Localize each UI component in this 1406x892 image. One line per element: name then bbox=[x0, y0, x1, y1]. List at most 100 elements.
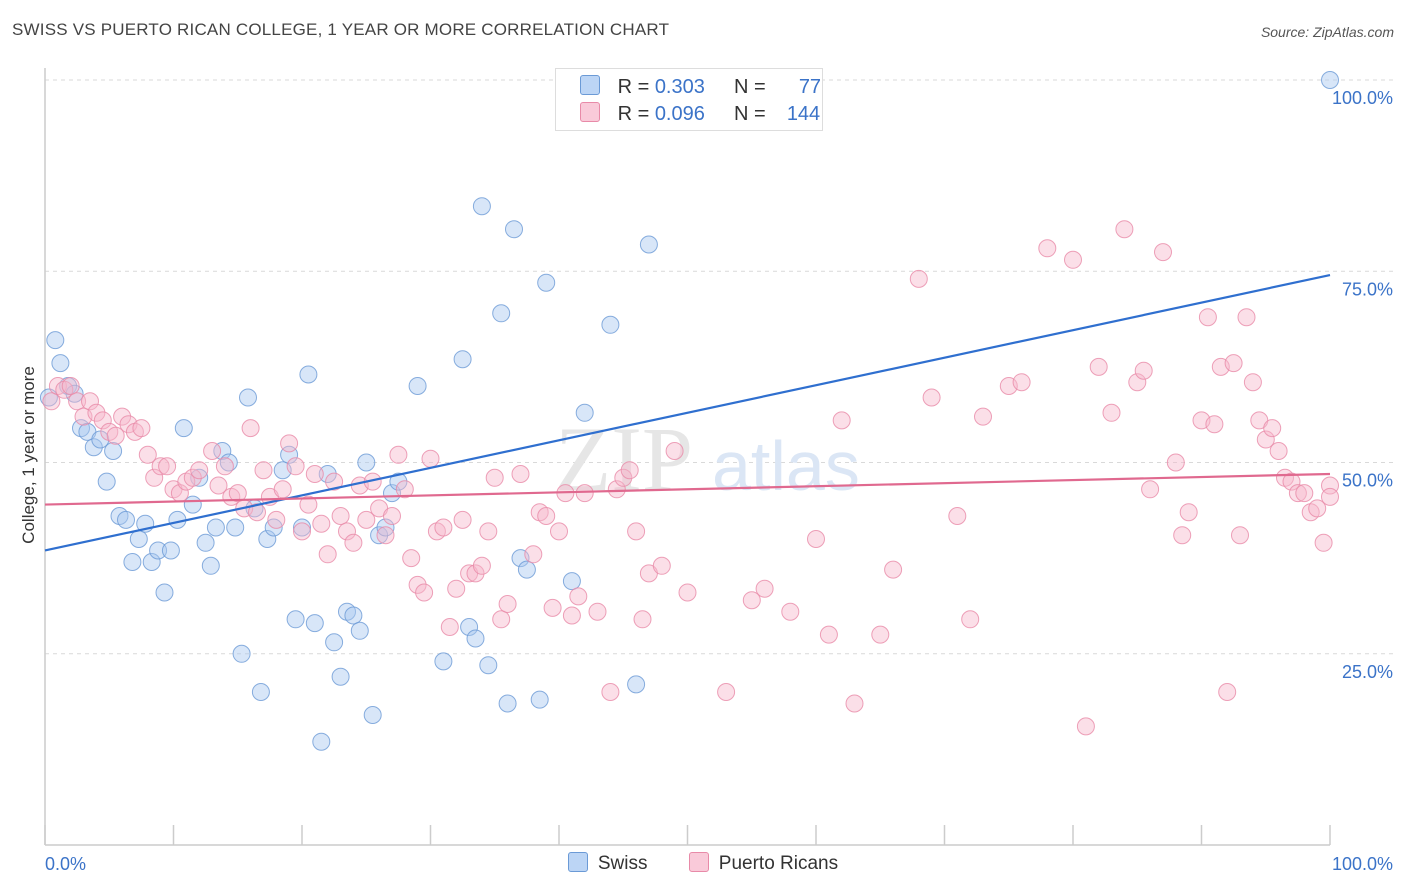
puerto-ricans-r-value: 0.096 bbox=[654, 103, 705, 125]
data-point bbox=[909, 269, 928, 288]
swiss-r-value: 0.303 bbox=[654, 76, 705, 98]
data-point bbox=[51, 354, 70, 373]
data-point bbox=[1243, 373, 1262, 392]
data-point bbox=[871, 625, 890, 644]
chart-source: Source: ZipAtlas.com bbox=[1260, 24, 1394, 40]
data-point bbox=[601, 315, 620, 334]
data-point bbox=[1237, 308, 1256, 327]
puerto-ricans-legend-label: Puerto Ricans bbox=[718, 853, 839, 874]
data-point bbox=[517, 560, 536, 579]
legend-item-swiss[interactable]: Swiss bbox=[567, 852, 648, 875]
data-point bbox=[267, 510, 286, 529]
data-point bbox=[1218, 683, 1237, 701]
data-point bbox=[569, 587, 588, 606]
data-point bbox=[974, 407, 992, 426]
correlation-legend: R = 0.303 N = 77 R = 0.096 N = 144 bbox=[555, 68, 823, 131]
x-tick-label: 100.0% bbox=[1332, 854, 1393, 874]
legend-item-puerto-ricans[interactable]: Puerto Ricans bbox=[688, 852, 839, 875]
data-point bbox=[550, 522, 568, 541]
data-point bbox=[922, 388, 941, 407]
data-point bbox=[254, 461, 273, 480]
grid-lines bbox=[45, 79, 1395, 655]
data-point bbox=[1308, 499, 1327, 518]
data-point bbox=[142, 553, 161, 571]
swiss-legend-label: Swiss bbox=[597, 853, 648, 874]
data-point bbox=[1224, 354, 1243, 373]
data-point bbox=[132, 419, 151, 438]
data-point bbox=[61, 377, 80, 395]
data-point bbox=[1102, 403, 1121, 422]
data-point bbox=[562, 572, 581, 591]
data-point bbox=[1282, 472, 1301, 491]
data-point bbox=[819, 625, 838, 644]
data-point bbox=[543, 598, 562, 617]
data-point bbox=[607, 480, 626, 499]
tick-labels: 25.0% 50.0% 75.0% 100.0% 0.0% 100.0% bbox=[45, 88, 1393, 874]
data-point bbox=[845, 694, 864, 713]
data-point bbox=[492, 304, 511, 323]
data-point bbox=[505, 220, 523, 239]
data-point bbox=[305, 614, 324, 633]
data-point bbox=[215, 457, 234, 476]
data-point bbox=[104, 442, 123, 460]
data-point bbox=[639, 235, 658, 254]
data-point bbox=[190, 461, 209, 480]
data-point bbox=[376, 518, 395, 537]
data-point bbox=[299, 495, 318, 514]
data-point bbox=[601, 683, 620, 701]
data-point bbox=[453, 350, 472, 369]
data-point bbox=[318, 545, 337, 564]
data-point bbox=[325, 472, 344, 491]
puerto-ricans-legend-swatch bbox=[688, 852, 709, 872]
data-point bbox=[241, 419, 260, 438]
data-point bbox=[325, 633, 344, 652]
data-point bbox=[408, 377, 427, 395]
data-point bbox=[280, 434, 299, 453]
y-tick-label: 25.0% bbox=[1342, 662, 1393, 682]
data-point bbox=[138, 445, 157, 464]
data-point bbox=[87, 403, 106, 422]
data-point bbox=[1321, 487, 1339, 506]
data-point bbox=[239, 388, 257, 407]
data-point bbox=[1269, 442, 1288, 460]
data-point bbox=[1154, 243, 1172, 262]
watermark-atlas: atlas bbox=[712, 427, 860, 505]
data-point bbox=[84, 438, 103, 457]
data-point bbox=[472, 556, 491, 575]
data-point bbox=[344, 606, 363, 625]
y-axis-label: College, 1 year or more bbox=[19, 366, 38, 544]
data-point bbox=[370, 526, 389, 545]
data-point bbox=[524, 545, 543, 564]
data-point bbox=[678, 583, 697, 602]
y-tick-label: 75.0% bbox=[1342, 279, 1393, 299]
data-point bbox=[511, 465, 530, 483]
data-point bbox=[383, 507, 401, 525]
data-point bbox=[1295, 484, 1314, 503]
data-point bbox=[408, 575, 427, 594]
data-point bbox=[1134, 361, 1153, 380]
data-point bbox=[293, 518, 311, 537]
data-point bbox=[472, 197, 491, 216]
swiss-legend-swatch bbox=[567, 852, 588, 872]
data-point bbox=[145, 468, 164, 487]
y-tick-label: 100.0% bbox=[1332, 88, 1393, 108]
data-point bbox=[226, 518, 245, 537]
data-point bbox=[350, 621, 369, 640]
data-point bbox=[575, 403, 594, 422]
data-point bbox=[46, 331, 65, 350]
data-point bbox=[434, 652, 453, 671]
data-point bbox=[331, 507, 350, 525]
data-point bbox=[884, 560, 903, 579]
data-point bbox=[453, 510, 472, 529]
data-point bbox=[466, 564, 485, 583]
data-point bbox=[1314, 533, 1333, 552]
data-point bbox=[961, 610, 980, 629]
data-point bbox=[293, 522, 311, 541]
data-point bbox=[161, 541, 180, 560]
data-point bbox=[201, 556, 220, 575]
trend-lines bbox=[44, 273, 1331, 552]
swiss-n-value: 77 bbox=[798, 76, 822, 98]
data-point bbox=[286, 610, 305, 629]
data-point bbox=[1205, 415, 1224, 434]
